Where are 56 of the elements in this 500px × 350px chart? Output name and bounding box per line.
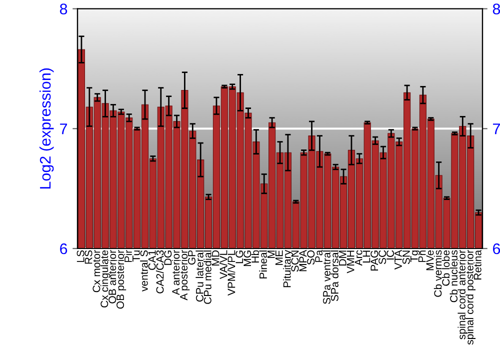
x-tick-label: Pineal [259,250,267,278]
x-tick-label: VPM/VPL [227,250,236,296]
y-tick-label: 7 [60,124,68,134]
x-tick-label: VMH [346,250,354,274]
x-tick-label: Pir [124,250,132,262]
x-tick-label: Retina [474,250,482,280]
x-tick-label: SC [378,250,386,264]
x-tick-label: PAG [370,250,378,271]
x-tick-label: SO [307,250,315,265]
x-tick-label: GP [188,250,196,265]
x-tick-label: DG [164,250,172,265]
x-tick-label: Pa [315,250,323,262]
x-tick-label: MPA [299,250,307,272]
x-tick-label: Cb nucleus [450,250,458,302]
x-tick-label: Cb lobe [442,250,450,286]
x-tick-label: RS [84,250,92,264]
y2-tick-label: 8 [492,4,500,14]
y-tick-label: 8 [60,4,68,14]
x-tick-label: Arc [354,250,362,266]
x-tick-label: ventral S [140,250,148,292]
x-tick-label: MD [212,250,220,266]
x-tick-label: SCN [291,250,299,272]
x-tick-label: LG [236,250,244,264]
x-tick-label: VTA [394,250,402,270]
x-tick-label: CPu medial [204,250,212,304]
x-tick-label: SPa dorsal [330,250,338,302]
x-tick-label: Cb vermis [434,250,442,297]
x-tick-label: spinal cord posterior [466,250,476,345]
x-tick-label: MG [244,250,252,266]
x-tick-label: Pn [418,250,426,262]
x-tick-label: LS [76,250,84,262]
x-tick-label: MVe [426,250,434,270]
x-tick-label: Pituitary [283,250,293,288]
x-tick-label: LH [362,250,370,263]
x-tick-label: M [268,250,275,258]
y2-tick-label: 6 [493,243,500,254]
x-tick-label: Cx motor [92,250,100,292]
x-tick-label: OB anterior [108,250,116,304]
x-tick-label: VA/VL [219,250,228,279]
x-tick-label: CPu lateral [196,250,204,302]
x-tick-label: SPa ventral [322,250,330,304]
x-tick-label: DM [338,250,346,266]
x-tick-label: ME [275,250,283,265]
y-tick-label: 6 [60,243,68,254]
x-tick-label: IC [386,250,394,260]
y2-tick-label: 7 [493,124,500,134]
x-tick-label: Tu [132,250,140,262]
x-tick-label: OB posterior [116,250,126,309]
x-tick-label: CA1 [148,250,156,270]
x-tick-label: Hb [251,250,260,263]
y-axis-title: Log2 (expression) [39,68,54,189]
x-tick-label: SN [402,250,410,264]
x-tick-label: CA2/CA3 [156,250,164,294]
x-tick-label: A posterior [180,250,190,300]
x-tick-label: A anterior [172,250,180,296]
x-tick-label: Tg [410,250,420,262]
